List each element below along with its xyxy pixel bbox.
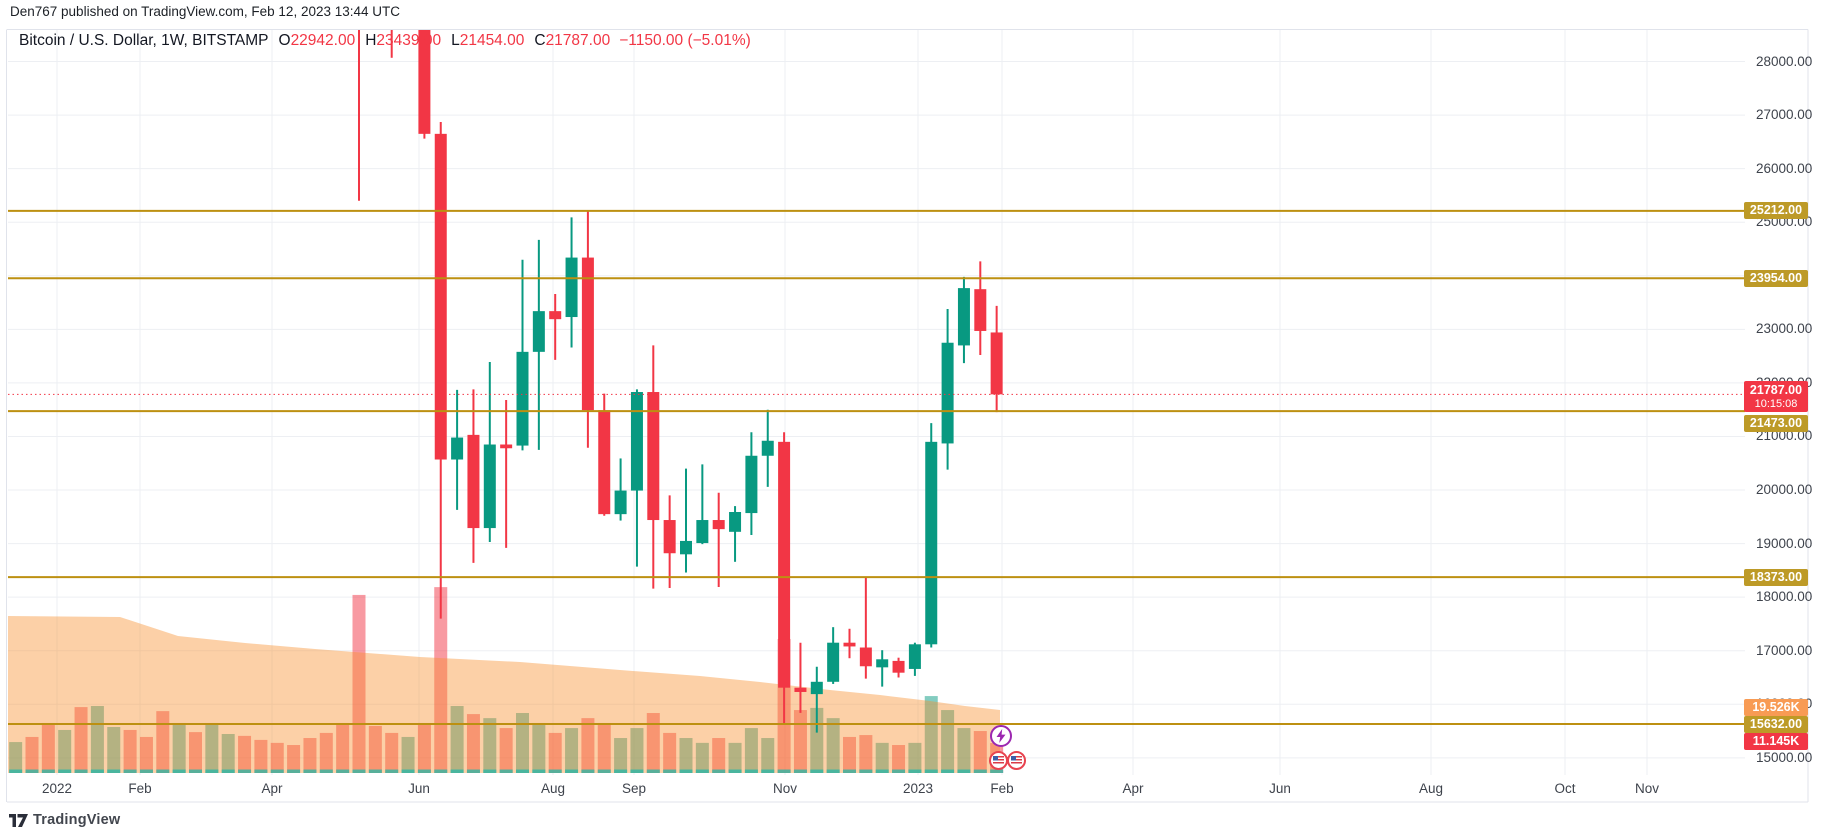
volume-ma-area <box>8 616 1000 773</box>
time-axis-label: Aug <box>540 781 566 796</box>
tradingview-logo-icon <box>9 813 28 827</box>
time-axis-label: Feb <box>990 781 1014 796</box>
tradingview-footer[interactable]: TradingView <box>9 812 120 828</box>
price-axis-label: 26000.00 <box>1756 160 1813 176</box>
volume-bars <box>9 587 1004 773</box>
change-value: −1150.00 (−5.01%) <box>619 32 751 49</box>
price-axis-label: 18000.00 <box>1756 589 1813 605</box>
time-axis-label: Sep <box>621 781 647 796</box>
time-axis-label: Aug <box>1418 781 1444 796</box>
last-price-badge: 21787.00 10:15:08 <box>1744 380 1808 412</box>
price-axis-label: 21000.00 <box>1756 428 1813 444</box>
price-axis-label: 23000.00 <box>1756 321 1813 337</box>
high-label: H <box>365 32 377 49</box>
symbol-legend[interactable]: Bitcoin / U.S. Dollar, 1W, BITSTAMP O2294… <box>19 32 751 54</box>
low-value: 21454.00 <box>459 32 525 49</box>
level-price-badge: 21473.00 <box>1744 415 1808 432</box>
level-price-badge: 25212.00 <box>1744 202 1808 220</box>
time-axis-label: Nov <box>772 781 797 796</box>
time-axis-label: Feb <box>128 781 152 796</box>
close-value: 21787.00 <box>545 32 611 49</box>
price-axis-label: 27000.00 <box>1756 107 1813 123</box>
high-value: 23439.00 <box>376 32 442 49</box>
level-price-badge: 18373.00 <box>1744 568 1808 586</box>
price-axis-label: 28000.00 <box>1756 53 1813 69</box>
time-axis-label: Nov <box>1634 781 1659 796</box>
volume-red-badge: 11.145K <box>1744 732 1808 750</box>
time-axis-label: 2022 <box>41 781 73 796</box>
candles <box>358 30 1003 733</box>
time-axis-label: Jun <box>408 781 430 796</box>
time-axis-label: Oct <box>1554 781 1576 796</box>
us-flag-event-icon[interactable] <box>1007 751 1026 770</box>
open-label: O <box>278 32 291 49</box>
price-level-lines[interactable] <box>8 209 1745 726</box>
time-axis-label: Apr <box>1122 781 1144 796</box>
time-axis-label: 2023 <box>902 781 934 796</box>
attribution-text: Den767 published on TradingView.com, Feb… <box>10 4 401 19</box>
us-flag-event-icon[interactable] <box>989 751 1008 770</box>
time-axis-label: Apr <box>261 781 283 796</box>
price-axis-label: 17000.00 <box>1756 642 1813 658</box>
volume-orange-badge: 19.526K <box>1744 698 1808 716</box>
level-price-badge: 23954.00 <box>1744 269 1808 287</box>
price-axis-label: 15000.00 <box>1756 749 1813 765</box>
time-axis-label: Jun <box>1269 781 1291 796</box>
close-label: C <box>534 32 546 49</box>
price-axis-label: 20000.00 <box>1756 482 1813 498</box>
open-value: 22942.00 <box>290 32 356 49</box>
price-axis-label: 19000.00 <box>1756 535 1813 551</box>
lightning-event-icon[interactable] <box>990 725 1012 747</box>
level-price-badge: 15632.00 <box>1744 715 1808 733</box>
low-label: L <box>451 32 460 49</box>
symbol-title: Bitcoin / U.S. Dollar, 1W, BITSTAMP <box>19 32 269 49</box>
tradingview-brand-text: TradingView <box>33 812 121 828</box>
